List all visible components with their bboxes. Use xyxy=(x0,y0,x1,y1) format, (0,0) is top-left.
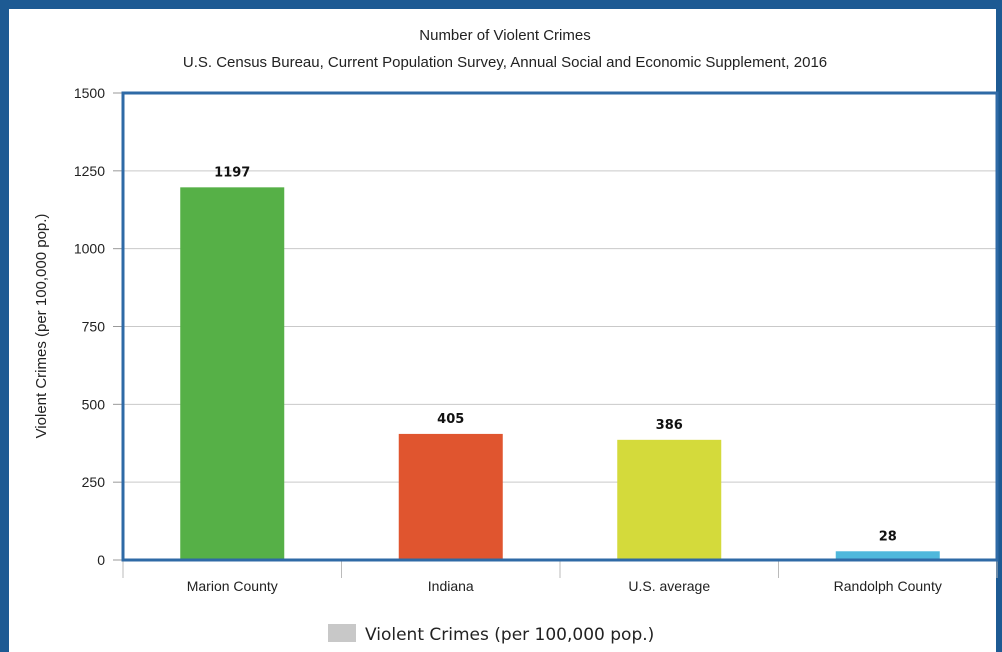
legend: Violent Crimes (per 100,000 pop.) xyxy=(328,624,654,645)
data-label: 386 xyxy=(656,418,683,433)
data-labels: 1197 405 386 28 xyxy=(214,165,897,544)
y-tick-label: 0 xyxy=(97,552,105,568)
data-label: 28 xyxy=(879,529,897,544)
data-label: 405 xyxy=(437,412,464,427)
chart-subtitle: U.S. Census Bureau, Current Population S… xyxy=(183,54,827,71)
x-axis-ticks: Marion County Indiana U.S. average Randolph… xyxy=(122,560,998,594)
x-tick-label: Marion County xyxy=(187,578,278,594)
bars xyxy=(180,187,940,561)
x-tick-label: U.S. average xyxy=(628,578,710,594)
y-tick-label: 1250 xyxy=(74,163,105,179)
legend-swatch xyxy=(328,624,356,642)
y-tick-label: 750 xyxy=(82,319,106,335)
y-tick-label: 500 xyxy=(82,396,106,412)
y-tick-label: 1000 xyxy=(74,241,105,257)
y-tick-label: 1500 xyxy=(74,85,105,101)
y-axis-ticks: 0 250 500 750 1000 1250 1500 xyxy=(74,85,123,568)
y-axis-label: Violent Crimes (per 100,000 pop.) xyxy=(33,214,50,439)
bar xyxy=(398,433,503,560)
x-tick-label: Randolph County xyxy=(834,578,942,594)
chart-title: Number of Violent Crimes xyxy=(419,27,590,44)
data-label: 1197 xyxy=(214,165,250,180)
x-tick-label: Indiana xyxy=(428,578,474,594)
bar xyxy=(180,187,285,561)
bar xyxy=(617,439,722,560)
y-tick-label: 250 xyxy=(82,474,106,490)
bar xyxy=(835,551,940,560)
legend-label: Violent Crimes (per 100,000 pop.) xyxy=(365,625,654,645)
plot-area-border xyxy=(121,91,999,562)
